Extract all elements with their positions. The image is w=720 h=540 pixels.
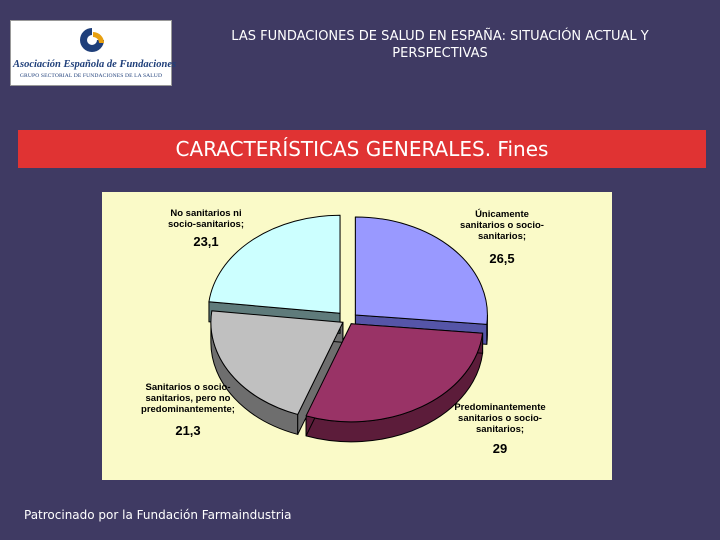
pie-category-label-line: Únicamente	[475, 208, 529, 220]
footer-sponsor: Patrocinado por la Fundación Farmaindust…	[24, 508, 292, 522]
pie-slice	[354, 216, 488, 325]
pie-value-label: 21,3	[175, 423, 200, 438]
pie-value-label: 29	[493, 441, 507, 456]
pie-category-label: Únicamente sanitarios o socio-sanitarios;	[460, 208, 544, 242]
pie-chart: Únicamente sanitarios o socio-sanitarios;…	[141, 208, 546, 456]
pie-category-label-line: predominantemente;	[141, 404, 235, 415]
pie-slice	[208, 214, 341, 314]
pie-category-label-line: socio-sanitarios;	[168, 219, 244, 230]
pie-category-label: Sanitarios o socio-sanitarios, pero no pr…	[141, 382, 235, 415]
pie-category-label-line: sanitarios;	[478, 231, 526, 242]
logo-name: Asociación Española de Fundaciones	[13, 59, 177, 70]
pie-category-label: No sanitarios ni socio-sanitarios;	[168, 208, 244, 230]
pie-category-label-line: No sanitarios ni	[170, 208, 241, 219]
page-title-line-2: PERSPECTIVAS	[392, 46, 488, 61]
pie-value-label: 23,1	[193, 234, 218, 249]
pie-category-label: Predominantemente sanitarios o socio-sani…	[454, 402, 545, 435]
pie-category-label-line: Sanitarios o socio-	[146, 382, 231, 393]
pie-value-label: 26,5	[489, 251, 514, 266]
logo-mark-icon	[80, 28, 104, 52]
foundation-logo: Asociación Española de Fundaciones GRUPO…	[10, 20, 177, 86]
pie-slice	[305, 323, 484, 423]
pie-category-label-line: Predominantemente	[454, 402, 545, 413]
pie-category-label-line: sanitarios o socio-	[458, 413, 542, 424]
section-title: CARACTERÍSTICAS GENERALES. Fines	[175, 137, 549, 161]
pie-category-label-line: sanitarios;	[476, 424, 524, 435]
section-banner: CARACTERÍSTICAS GENERALES. Fines	[18, 130, 706, 168]
pie-slice	[210, 310, 344, 416]
page-title-line-1: LAS FUNDACIONES DE SALUD EN ESPAÑA: SITU…	[231, 29, 649, 44]
page-title: LAS FUNDACIONES DE SALUD EN ESPAÑA: SITU…	[190, 28, 690, 62]
chart-panel: Únicamente sanitarios o socio-sanitarios;…	[102, 192, 612, 480]
logo-subtitle: GRUPO SECTORIAL DE FUNDACIONES DE LA SAL…	[19, 73, 163, 79]
pie-category-label-line: sanitarios, pero no	[146, 393, 231, 404]
pie-category-label-line: sanitarios o socio-	[460, 220, 544, 231]
